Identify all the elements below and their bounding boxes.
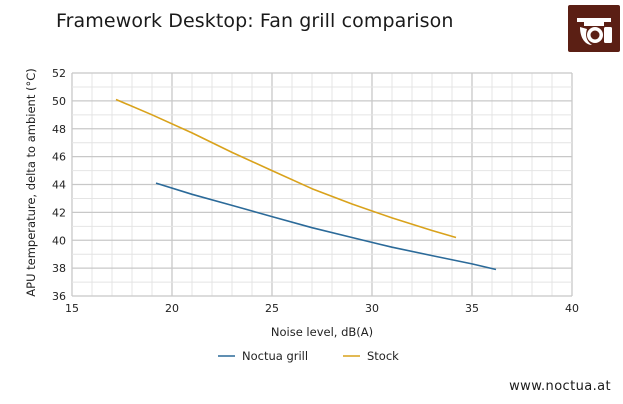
series-line-stock [115, 98, 457, 239]
y-tick-label: 38 [52, 262, 66, 275]
x-tick-label: 30 [365, 302, 379, 315]
chart-title: Framework Desktop: Fan grill comparison [56, 10, 454, 32]
y-tick-label: 42 [52, 206, 66, 219]
grid-lines [71, 72, 573, 297]
y-tick-label: 40 [52, 234, 66, 247]
noctua-logo-icon [568, 5, 620, 52]
y-tick-label: 46 [52, 151, 66, 164]
y-tick-label: 52 [52, 67, 66, 80]
y-tick-label: 48 [52, 123, 66, 136]
x-tick-label: 25 [265, 302, 279, 315]
y-tick-label: 50 [52, 95, 66, 108]
legend-label: Noctua grill [242, 349, 308, 363]
series-lines [115, 98, 497, 271]
x-tick-label: 40 [565, 302, 579, 315]
y-tick-label: 36 [52, 290, 66, 303]
x-axis-label: Noise level, dB(A) [271, 325, 373, 339]
y-tick-label: 44 [52, 179, 66, 192]
x-tick-label: 20 [165, 302, 179, 315]
x-tick-label: 15 [65, 302, 79, 315]
legend: Noctua grill Stock [218, 349, 399, 363]
legend-label: Stock [367, 349, 399, 363]
series-line-noctua-grill [155, 182, 497, 271]
x-tick-label: 35 [465, 302, 479, 315]
y-axis-label: APU temperature, delta to ambient (°C) [24, 68, 38, 296]
website-url: www.noctua.at [509, 379, 611, 394]
tick-labels: 15 20 25 30 35 40 36 38 40 42 44 46 48 50 52 [52, 67, 579, 315]
